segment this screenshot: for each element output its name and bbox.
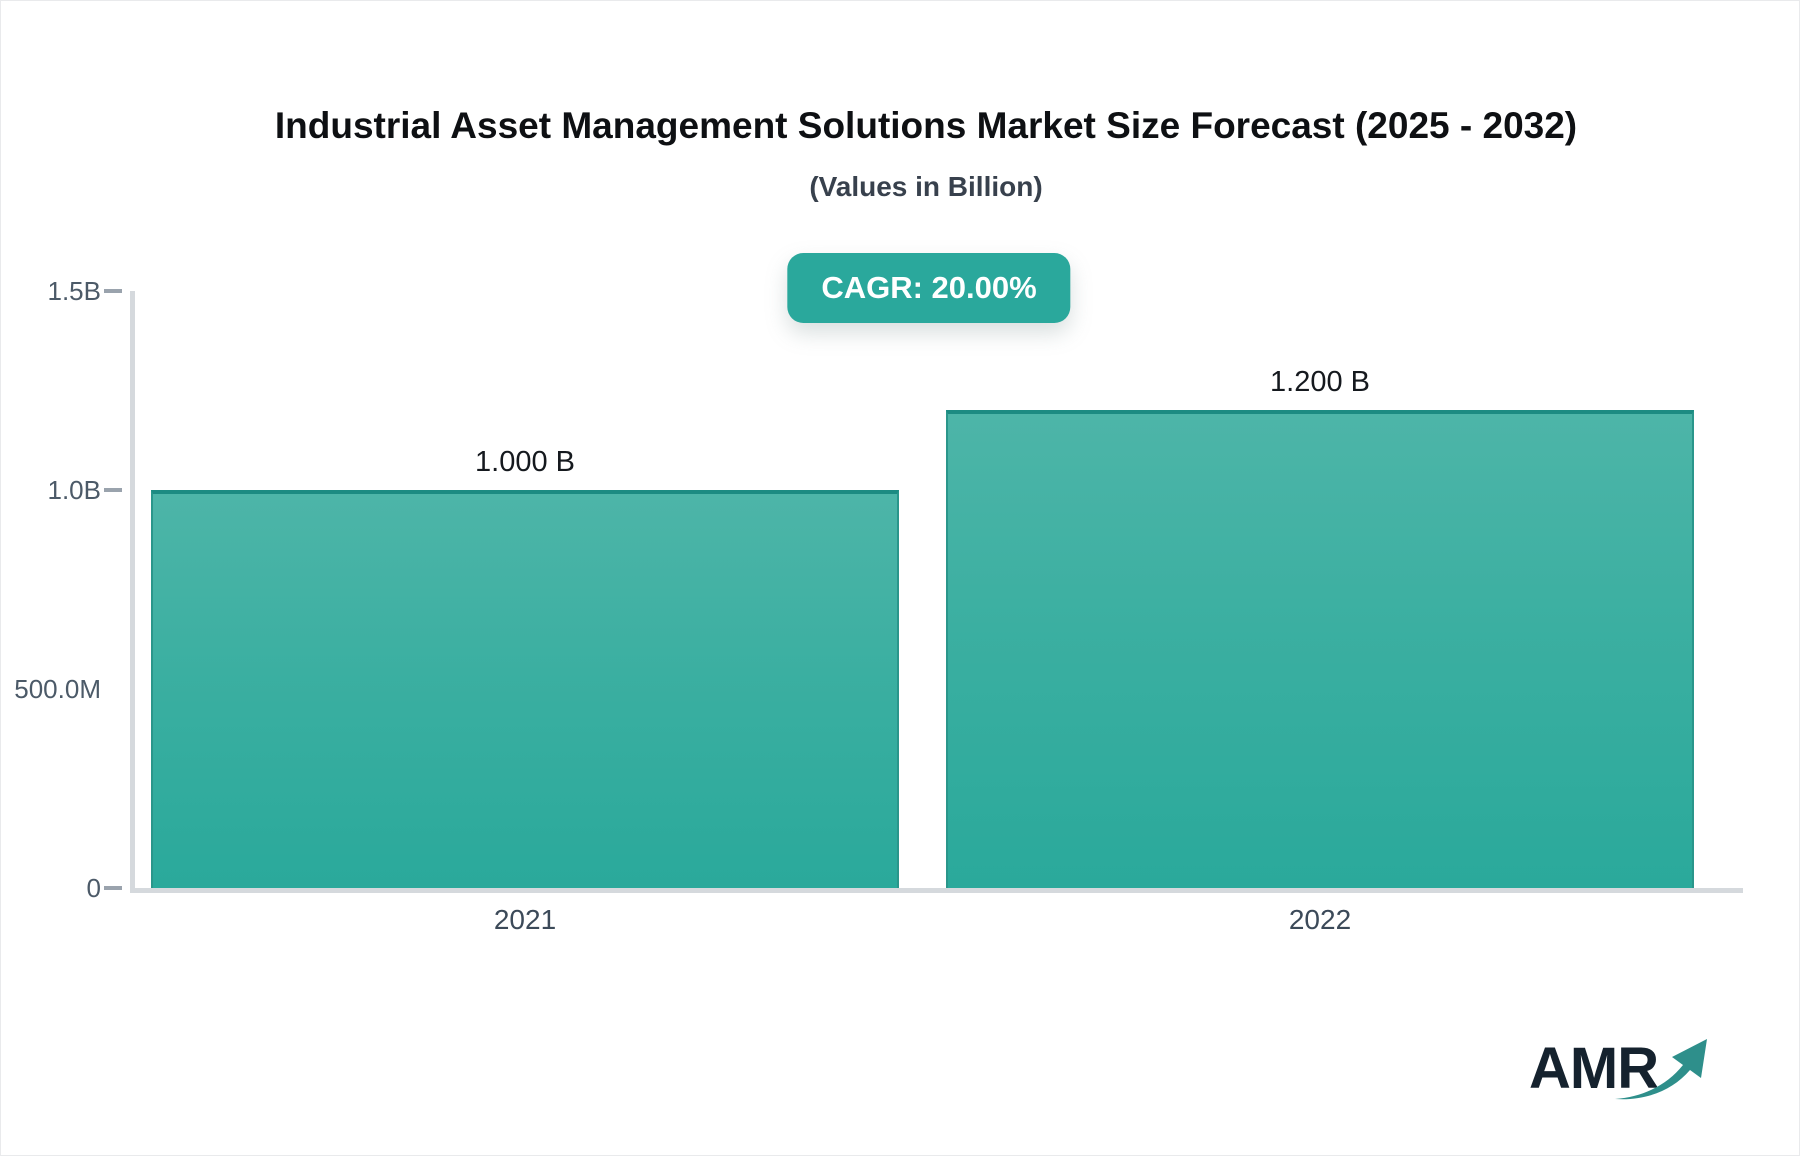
chart-subtitle: (Values in Billion) [809, 171, 1043, 202]
y-axis-line [130, 291, 135, 893]
y-tick-label: 500.0M [14, 674, 101, 704]
y-tick-label: 1.5B [47, 276, 102, 306]
amr-logo-text: AMR [1529, 1036, 1659, 1101]
cagr-badge-label: CAGR: 20.00% [821, 270, 1037, 305]
amr-logo: AMR [1529, 1031, 1709, 1111]
y-tick-1-5b: 1.5B [1, 274, 126, 308]
tick-mark [104, 488, 122, 492]
y-tick-label: 1.0B [47, 475, 102, 505]
chart-title: Industrial Asset Management Solutions Ma… [274, 105, 1578, 146]
y-tick-0: 0 [1, 871, 126, 905]
y-tick-1-0b: 1.0B [1, 473, 126, 507]
bar-2021 [151, 490, 899, 888]
tick-mark [104, 289, 122, 293]
bar-value-label-2022: 1.200 B [1270, 366, 1370, 398]
tick-mark [104, 886, 122, 890]
x-axis-label-2022: 2022 [1288, 904, 1352, 935]
bar-2022 [946, 410, 1694, 888]
bar-value-label-2021: 1.000 B [475, 446, 575, 478]
y-tick-label: 0 [86, 873, 101, 903]
x-axis-label-2021: 2021 [493, 904, 557, 935]
plot-area [130, 291, 1743, 893]
cagr-badge: CAGR: 20.00% [787, 253, 1071, 323]
logo-growth-arrow-icon [1615, 1039, 1707, 1100]
x-axis-line [130, 888, 1743, 893]
y-tick-500m: 500.0M [1, 672, 126, 706]
